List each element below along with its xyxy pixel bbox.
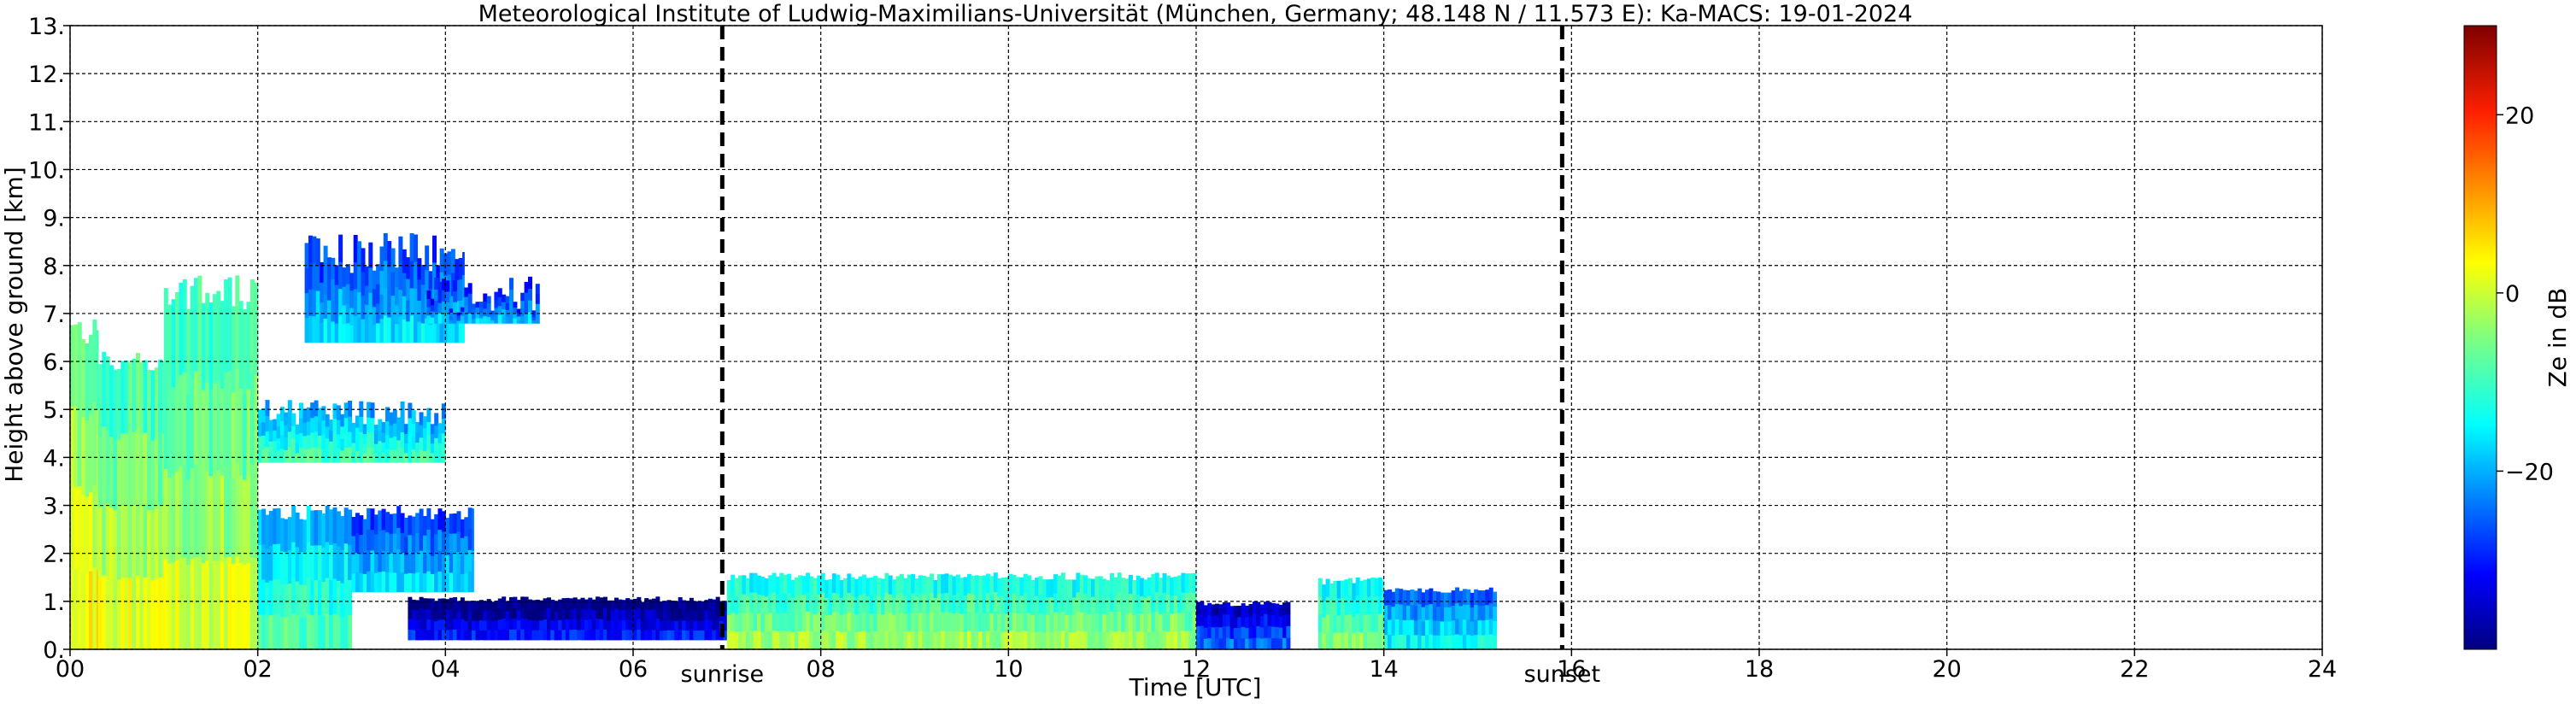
y-tick-label: 1. (43, 590, 65, 616)
colorbar-tick-label: 0 (2505, 281, 2520, 308)
echo-region (1383, 587, 1498, 649)
y-tick-label: 8. (43, 254, 65, 280)
x-tick-label: 04 (431, 656, 460, 683)
y-tick-label: 0. (43, 637, 65, 664)
echo-region (257, 505, 353, 649)
echo-region (426, 276, 540, 324)
y-tick-label: 7. (43, 302, 65, 328)
y-axis-ticks: 0. 1. 2. 3. 4. 5. 6. 7. 8. 9. 10. 11. 12. 13. (28, 14, 70, 664)
y-axis-label: Height above ground [km] (0, 167, 28, 483)
y-tick-label: 12. (28, 62, 65, 88)
chart-title: Meteorological Institute of Ludwig-Maxim… (478, 1, 1913, 27)
grid-lines (69, 25, 2323, 650)
x-tick-label: 10 (994, 656, 1023, 683)
colorbar-tick-label: −20 (2505, 459, 2554, 485)
echo-region (97, 351, 165, 649)
echo-region (163, 275, 259, 649)
echo-region (408, 596, 728, 641)
colorbar-gradient (2463, 25, 2497, 650)
y-tick-label: 2. (43, 542, 65, 568)
x-tick-label: 24 (2308, 656, 2337, 683)
y-tick-label: 3. (43, 494, 65, 520)
sunrise-label: sunrise (681, 661, 765, 688)
y-tick-label: 10. (28, 157, 65, 184)
echo-region (1196, 601, 1291, 649)
x-tick-label: 08 (806, 656, 835, 683)
x-tick-label: 06 (619, 656, 648, 683)
y-tick-label: 9. (43, 206, 65, 232)
y-tick-label: 6. (43, 349, 65, 376)
sun-markers: sunrise sunset (681, 26, 1601, 688)
sunset-label: sunset (1524, 661, 1601, 688)
x-tick-label: 20 (1932, 656, 1961, 683)
echo-region (726, 572, 1197, 649)
x-tick-label: 16 (1557, 656, 1586, 683)
x-tick-label: 18 (1745, 656, 1774, 683)
reflectivity-heatmap (70, 232, 1498, 649)
x-axis-label: Time [UTC] (1129, 673, 1262, 701)
echo-region (1317, 577, 1385, 649)
colorbar-label: Ze in dB (2544, 288, 2572, 388)
x-tick-label: 02 (243, 656, 272, 683)
y-tick-label: 5. (43, 397, 65, 424)
y-tick-label: 11. (28, 109, 65, 136)
echo-region (304, 232, 465, 343)
colorbar-ticks: 20 0 −20 (2497, 103, 2554, 485)
x-axis-ticks: 00 02 04 06 08 10 12 14 16 18 20 22 24 (56, 649, 2337, 683)
x-tick-label: 22 (2120, 656, 2149, 683)
y-tick-label: 4. (43, 445, 65, 472)
colorbar: 20 0 −20 Ze in dB (2463, 25, 2572, 650)
x-tick-label: 12 (1182, 656, 1211, 683)
echo-region (257, 400, 446, 463)
y-tick-label: 13. (28, 14, 65, 40)
echo-region (70, 320, 99, 649)
colorbar-tick-label: 20 (2505, 103, 2534, 129)
echo-region (351, 506, 474, 593)
x-tick-label: 14 (1369, 656, 1398, 683)
x-tick-label: 00 (56, 656, 85, 683)
